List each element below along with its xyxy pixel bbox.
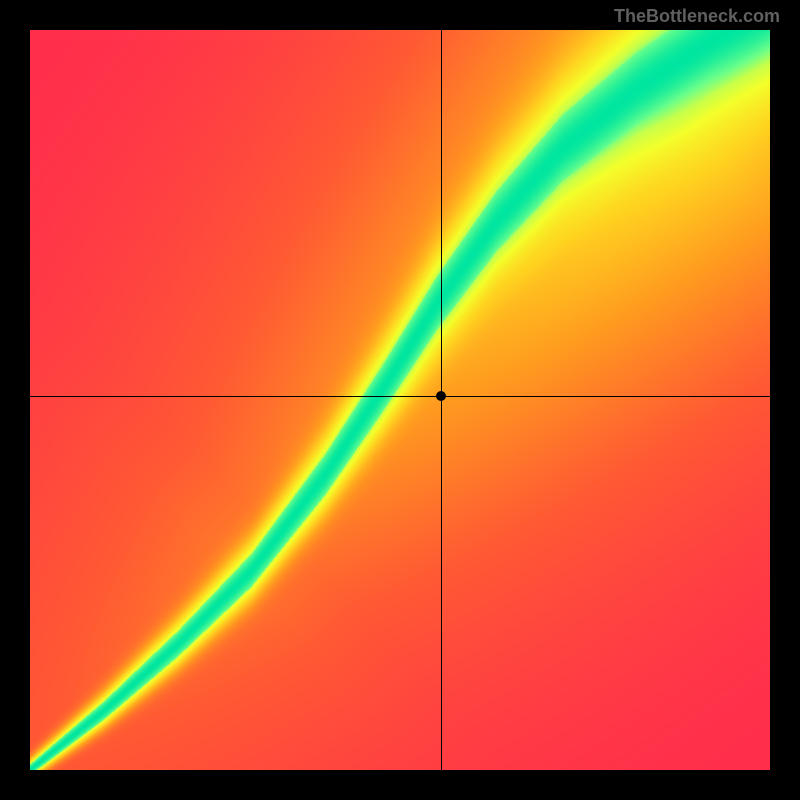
heatmap-canvas — [30, 30, 770, 770]
crosshair-marker — [436, 391, 446, 401]
heatmap-plot — [30, 30, 770, 770]
watermark-text: TheBottleneck.com — [614, 6, 780, 27]
crosshair-horizontal — [30, 396, 770, 397]
